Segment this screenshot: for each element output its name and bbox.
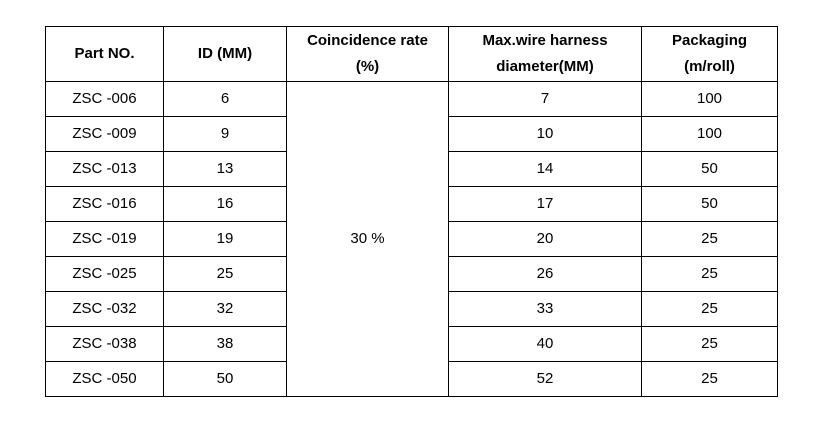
cell-packaging: 25 (641, 361, 778, 397)
header-max-diameter: Max.wire harness diameter(MM) (448, 26, 642, 82)
cell-id: 25 (163, 256, 287, 292)
header-id: ID (MM) (163, 26, 287, 82)
cell-part-no: ZSC -038 (45, 326, 164, 362)
cell-part-no: ZSC -050 (45, 361, 164, 397)
cell-id: 13 (163, 151, 287, 187)
cell-id: 16 (163, 186, 287, 222)
cell-max-diameter: 17 (448, 186, 642, 222)
cell-id: 6 (163, 81, 287, 117)
cell-part-no: ZSC -009 (45, 116, 164, 152)
cell-packaging: 25 (641, 221, 778, 257)
table-row: ZSC -013 13 14 50 (45, 151, 778, 187)
header-packaging: Packaging (m/roll) (641, 26, 778, 82)
cell-part-no: ZSC -016 (45, 186, 164, 222)
cell-max-diameter: 14 (448, 151, 642, 187)
cell-packaging: 25 (641, 291, 778, 327)
header-coincidence-rate: Coincidence rate (%) (286, 26, 449, 82)
cell-max-diameter: 52 (448, 361, 642, 397)
cell-id: 19 (163, 221, 287, 257)
cell-max-diameter: 33 (448, 291, 642, 327)
cell-part-no: ZSC -013 (45, 151, 164, 187)
header-row: Part NO. ID (MM) Coincidence rate (%) Max… (45, 26, 778, 82)
cell-id: 50 (163, 361, 287, 397)
cell-max-diameter: 7 (448, 81, 642, 117)
cell-packaging: 100 (641, 81, 778, 117)
cell-max-diameter: 26 (448, 256, 642, 292)
header-part-no: Part NO. (45, 26, 164, 82)
cell-id: 38 (163, 326, 287, 362)
cell-packaging: 100 (641, 116, 778, 152)
cell-max-diameter: 20 (448, 221, 642, 257)
cell-max-diameter: 40 (448, 326, 642, 362)
cell-packaging: 50 (641, 186, 778, 222)
cell-packaging: 25 (641, 326, 778, 362)
spec-table: Part NO. ID (MM) Coincidence rate (%) Max… (45, 26, 778, 397)
cell-coincidence-rate: 30 % (286, 81, 449, 397)
table-row: ZSC -050 50 52 25 (45, 361, 778, 397)
cell-part-no: ZSC -025 (45, 256, 164, 292)
cell-id: 9 (163, 116, 287, 152)
cell-id: 32 (163, 291, 287, 327)
cell-part-no: ZSC -019 (45, 221, 164, 257)
table-row: ZSC -006 6 30 % 7 100 (45, 81, 778, 397)
cell-part-no: ZSC -006 (45, 81, 164, 117)
table-row: ZSC -016 16 17 50 (45, 186, 778, 222)
cell-packaging: 50 (641, 151, 778, 187)
cell-packaging: 25 (641, 256, 778, 292)
cell-part-no: ZSC -032 (45, 291, 164, 327)
cell-max-diameter: 10 (448, 116, 642, 152)
table-row: ZSC -025 25 26 25 (45, 256, 778, 292)
